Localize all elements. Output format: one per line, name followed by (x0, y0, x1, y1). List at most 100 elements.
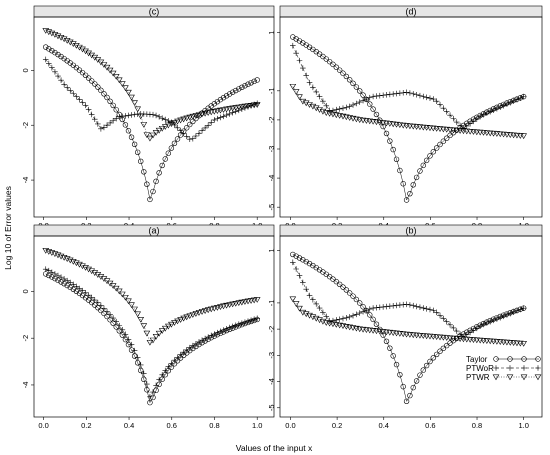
x-tick-label: 0.4 (379, 421, 389, 430)
data-point-plus (417, 92, 423, 99)
data-point-triangle-down (42, 28, 50, 34)
data-point-plus (356, 99, 363, 105)
data-point-plus (457, 331, 463, 338)
data-point-triangle-down (106, 67, 114, 74)
data-point-plus (447, 112, 453, 118)
data-point-triangle-down (168, 121, 175, 127)
data-point-plus (447, 322, 453, 328)
data-point-plus (79, 287, 86, 294)
data-point-triangle-down (403, 331, 410, 338)
data-point-circle (373, 111, 380, 118)
data-point-circle (168, 145, 175, 151)
data-point-plus (443, 318, 450, 325)
data-point-plus (217, 114, 224, 121)
series-triangle-down-d (289, 83, 527, 140)
data-point-triangle-down (149, 132, 157, 139)
data-point-triangle-down (520, 341, 527, 347)
data-point-triangle-down (253, 102, 261, 108)
data-point-plus (316, 93, 323, 100)
data-point-plus (497, 104, 504, 110)
data-point-plus (245, 318, 251, 324)
data-point-plus (320, 309, 326, 316)
data-point-plus (310, 84, 316, 91)
data-point-circle (131, 353, 138, 359)
data-point-plus (336, 316, 343, 323)
data-point-circle (128, 134, 135, 140)
data-point-plus (313, 89, 320, 95)
strip-label-a: (a) (149, 226, 160, 236)
data-point-circle (119, 332, 126, 338)
data-point-circle (290, 34, 296, 40)
data-point-circle (357, 300, 363, 306)
y-tick-label: -4 (267, 378, 276, 385)
data-point-triangle-down (426, 125, 434, 132)
data-point-triangle-down (296, 94, 303, 101)
data-point-plus (350, 102, 356, 108)
data-point-triangle-down (500, 339, 507, 346)
x-axis-title: Values of the input x (236, 443, 313, 453)
data-point-triangle-down (229, 301, 237, 308)
data-point-plus (490, 317, 497, 324)
data-point-plus (180, 349, 187, 355)
data-point-plus (125, 112, 132, 119)
x-tick-label: 0.2 (81, 421, 91, 430)
data-point-plus (514, 96, 520, 103)
data-point-triangle-down (217, 304, 224, 310)
data-point-triangle-down (446, 127, 454, 133)
data-point-triangle-down (45, 29, 53, 36)
data-point-triangle-down (466, 128, 474, 135)
data-point-circle (193, 115, 199, 122)
data-point-circle (437, 348, 443, 354)
data-point-circle (370, 106, 376, 112)
data-point-circle (220, 94, 227, 101)
data-point-plus (232, 322, 239, 329)
data-point-plus (55, 272, 61, 279)
data-point-circle (226, 91, 233, 97)
data-point-circle (343, 287, 350, 293)
data-point-circle (251, 78, 257, 85)
data-point-plus (214, 329, 221, 336)
data-point-triangle-down (137, 316, 145, 323)
data-point-triangle-down (131, 100, 138, 106)
data-point-plus (497, 314, 504, 321)
data-point-plus (190, 342, 196, 349)
data-point-plus (430, 96, 437, 102)
data-point-circle (326, 58, 333, 65)
data-point-circle (147, 399, 153, 406)
data-point-triangle-down (143, 330, 151, 337)
data-point-triangle-down (174, 318, 181, 325)
data-point-triangle-down (235, 104, 243, 111)
legend-marker-circle (493, 356, 499, 362)
data-point-plus (440, 315, 447, 322)
data-point-triangle-down (496, 339, 504, 345)
data-point-plus (480, 321, 487, 328)
data-point-plus (217, 328, 224, 335)
data-point-plus (353, 100, 360, 107)
data-point-triangle-down (79, 46, 86, 53)
data-point-plus (474, 325, 480, 332)
data-point-plus (223, 112, 230, 118)
data-point-circle (350, 80, 356, 87)
data-point-circle (390, 353, 396, 359)
data-point-circle (296, 255, 303, 261)
data-point-plus (333, 106, 340, 113)
data-point-plus (116, 114, 123, 120)
data-point-triangle-down (470, 337, 477, 343)
data-point-plus (376, 92, 383, 99)
data-point-triangle-down (210, 108, 218, 115)
data-point-plus (333, 317, 340, 323)
data-point-circle (400, 181, 406, 187)
data-point-plus (453, 119, 460, 125)
data-point-circle (95, 84, 101, 90)
data-point-circle (360, 92, 366, 98)
data-point-triangle-down (192, 113, 200, 119)
data-point-plus (171, 357, 178, 363)
data-point-plus (239, 320, 245, 326)
data-point-plus (104, 122, 110, 128)
data-point-circle (390, 146, 396, 153)
data-point-plus (196, 130, 202, 137)
data-point-circle (104, 94, 110, 101)
data-point-triangle-down (453, 127, 461, 134)
data-point-circle (245, 81, 251, 87)
data-point-triangle-down (440, 126, 447, 133)
